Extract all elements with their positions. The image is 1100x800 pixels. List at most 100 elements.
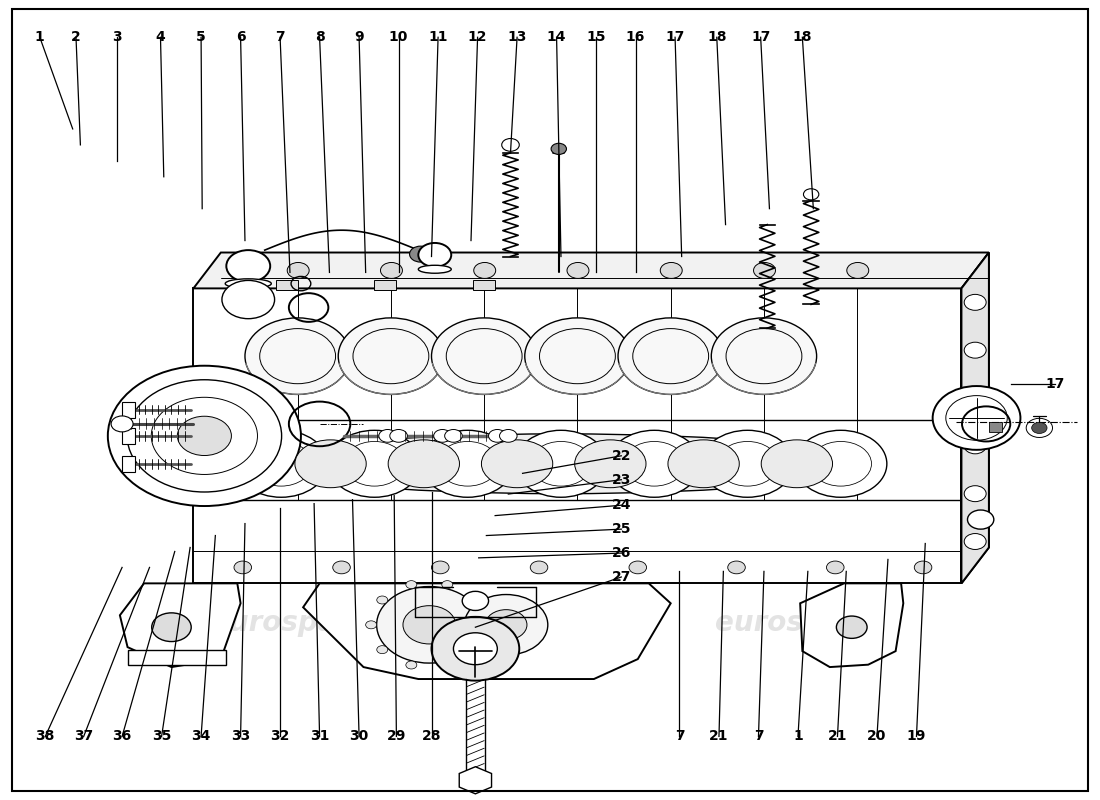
Text: 19: 19 [906, 730, 926, 743]
Circle shape [712, 318, 816, 394]
Text: 14: 14 [547, 30, 567, 44]
Circle shape [431, 561, 449, 574]
Circle shape [530, 561, 548, 574]
Circle shape [431, 617, 519, 681]
Bar [989, 422, 1002, 432]
Bar [128, 650, 227, 665]
Text: 1: 1 [793, 730, 803, 743]
Circle shape [433, 430, 451, 442]
Text: 21: 21 [710, 730, 728, 743]
Circle shape [836, 616, 867, 638]
Polygon shape [304, 583, 671, 679]
Circle shape [965, 438, 986, 454]
Circle shape [365, 621, 376, 629]
Text: 20: 20 [867, 730, 887, 743]
Text: 36: 36 [112, 730, 132, 743]
Circle shape [418, 243, 451, 267]
Circle shape [444, 430, 462, 442]
Circle shape [847, 262, 869, 278]
Text: 7: 7 [674, 730, 684, 743]
Polygon shape [961, 253, 989, 583]
Text: 28: 28 [421, 730, 441, 743]
Ellipse shape [388, 440, 460, 488]
Text: 33: 33 [231, 730, 250, 743]
Circle shape [702, 430, 793, 498]
Circle shape [421, 430, 514, 498]
Circle shape [499, 430, 517, 442]
Text: eurospares: eurospares [210, 274, 385, 302]
Circle shape [245, 318, 350, 394]
Text: 34: 34 [191, 730, 211, 743]
Circle shape [381, 262, 403, 278]
Ellipse shape [260, 434, 862, 494]
Circle shape [965, 342, 986, 358]
Circle shape [794, 430, 887, 498]
Text: 30: 30 [350, 730, 368, 743]
Text: eurospares: eurospares [715, 274, 890, 302]
Circle shape [933, 386, 1021, 450]
Circle shape [406, 581, 417, 589]
Circle shape [502, 138, 519, 151]
Text: 18: 18 [707, 30, 726, 44]
Bar [473, 280, 495, 290]
Circle shape [1032, 422, 1047, 434]
Circle shape [222, 281, 275, 318]
Circle shape [965, 390, 986, 406]
Polygon shape [800, 583, 903, 667]
Text: 1: 1 [35, 30, 45, 44]
Circle shape [403, 606, 455, 644]
Circle shape [660, 262, 682, 278]
Circle shape [968, 510, 993, 529]
Circle shape [152, 613, 191, 642]
Circle shape [471, 646, 482, 654]
Circle shape [965, 486, 986, 502]
Circle shape [965, 294, 986, 310]
Circle shape [488, 430, 506, 442]
Circle shape [329, 430, 420, 498]
Text: 11: 11 [428, 30, 448, 44]
Circle shape [803, 189, 818, 200]
Text: 27: 27 [612, 570, 631, 584]
Polygon shape [120, 583, 241, 667]
Circle shape [482, 621, 493, 629]
Text: 4: 4 [155, 30, 165, 44]
Circle shape [111, 416, 133, 432]
Text: 32: 32 [271, 730, 289, 743]
Text: 22: 22 [612, 449, 631, 463]
Text: 17: 17 [751, 30, 770, 44]
Circle shape [378, 430, 396, 442]
Bar [122, 402, 135, 418]
Circle shape [409, 246, 431, 262]
Text: 10: 10 [389, 30, 408, 44]
Circle shape [453, 633, 497, 665]
Circle shape [177, 416, 231, 455]
Ellipse shape [295, 440, 366, 488]
Circle shape [431, 318, 537, 394]
Ellipse shape [226, 279, 272, 288]
Circle shape [376, 586, 482, 663]
Text: 9: 9 [354, 30, 364, 44]
Circle shape [551, 143, 566, 154]
Text: 38: 38 [35, 730, 55, 743]
Text: 6: 6 [235, 30, 245, 44]
Circle shape [474, 262, 496, 278]
Text: 18: 18 [793, 30, 812, 44]
Text: 3: 3 [112, 30, 121, 44]
Ellipse shape [574, 440, 646, 488]
Text: 8: 8 [315, 30, 324, 44]
Circle shape [108, 366, 301, 506]
Text: 24: 24 [612, 498, 631, 512]
Circle shape [754, 262, 776, 278]
Circle shape [515, 430, 607, 498]
Text: 5: 5 [196, 30, 206, 44]
Circle shape [485, 610, 527, 640]
Circle shape [965, 534, 986, 550]
Text: 25: 25 [612, 522, 631, 536]
Circle shape [525, 318, 630, 394]
Text: 35: 35 [152, 730, 172, 743]
Circle shape [462, 591, 488, 610]
Text: 26: 26 [612, 546, 631, 560]
Circle shape [377, 646, 387, 654]
Text: 21: 21 [827, 730, 847, 743]
Circle shape [464, 594, 548, 655]
